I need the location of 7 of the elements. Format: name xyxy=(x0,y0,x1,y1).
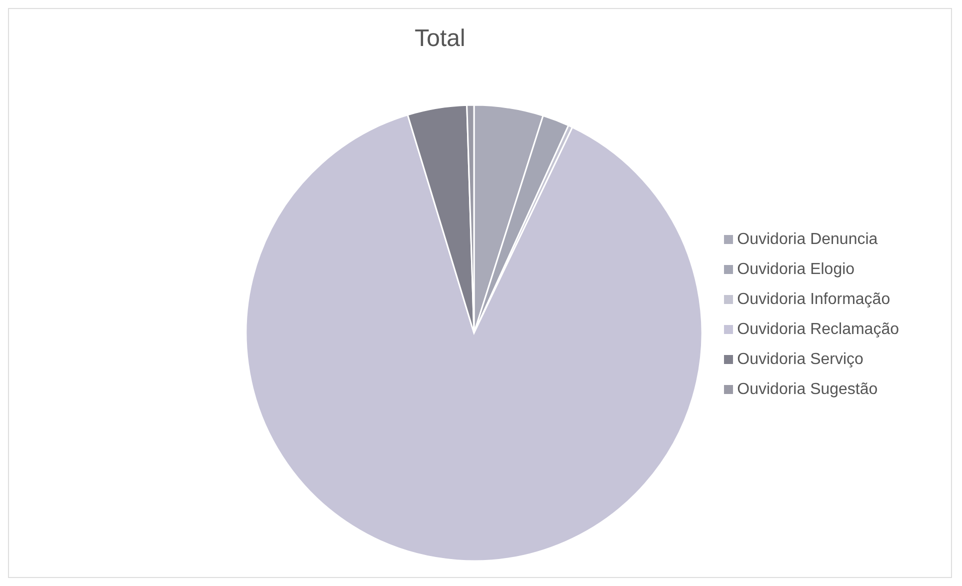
legend-label: Ouvidoria Sugestão xyxy=(737,381,878,398)
chart-title: Total xyxy=(414,24,466,54)
legend-label: Ouvidoria Denuncia xyxy=(737,231,878,248)
legend-label: Ouvidoria Serviço xyxy=(737,351,864,368)
legend-label: Ouvidoria Elogio xyxy=(737,261,855,278)
legend-label: Ouvidoria Reclamação xyxy=(737,321,899,338)
legend-label: Ouvidoria Informação xyxy=(737,291,890,308)
